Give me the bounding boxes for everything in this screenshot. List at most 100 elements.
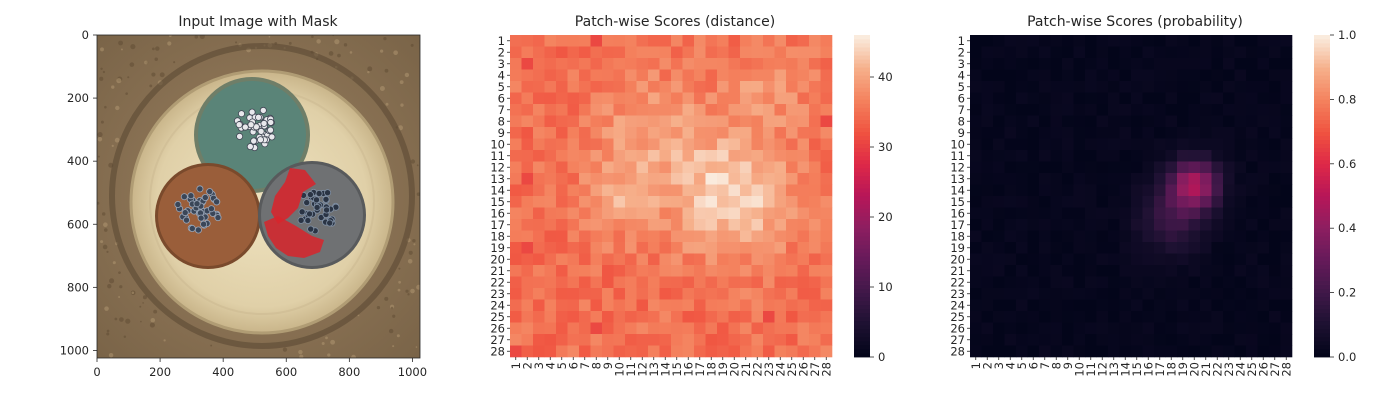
- heatmap-cell: [1234, 196, 1247, 208]
- heatmap-cell: [636, 196, 649, 208]
- colorbar-segment: [1314, 280, 1330, 285]
- heatmap-cell: [797, 288, 810, 300]
- anomaly-mask-lower: [264, 216, 324, 258]
- heatmap-cell: [1119, 184, 1132, 197]
- heatmap-cell: [682, 104, 695, 116]
- row-label: 13: [490, 172, 505, 186]
- heatmap-cell: [1096, 253, 1109, 266]
- heatmap-cell: [1142, 184, 1155, 197]
- heatmap-cell: [659, 46, 672, 59]
- heatmap-cell: [510, 150, 522, 162]
- heatmap-cell: [774, 161, 787, 174]
- heatmap-cell: [1096, 345, 1109, 358]
- heatmap-cell: [533, 253, 545, 266]
- heatmap-cell: [1108, 311, 1120, 323]
- heatmap-cell: [970, 219, 982, 231]
- colorbar-segment: [1314, 63, 1330, 68]
- heatmap-cell: [763, 253, 775, 266]
- heatmap-cell: [993, 115, 1005, 128]
- heatmap-cell: [1269, 115, 1281, 128]
- heatmap-cell: [567, 92, 580, 105]
- row-label: 16: [490, 206, 505, 220]
- heatmap-cell: [1119, 276, 1132, 289]
- heatmap-cell: [648, 207, 660, 220]
- heatmap-cell: [521, 115, 534, 128]
- colorbar-segment: [854, 179, 870, 185]
- col-label: 5: [555, 362, 569, 369]
- heatmap-cell: [1234, 311, 1247, 323]
- heatmap-cell: [728, 35, 741, 47]
- heatmap-cell: [579, 288, 591, 300]
- heatmap-cell: [717, 196, 729, 208]
- colorbar-segment: [854, 123, 870, 128]
- heatmap-cell: [1062, 138, 1074, 151]
- heatmap-cell: [590, 150, 603, 162]
- heatmap-cell: [648, 242, 660, 254]
- heatmap-cell: [1119, 161, 1132, 174]
- heatmap-cell: [521, 173, 534, 185]
- heatmap-cell: [590, 299, 603, 312]
- colorbar-segment: [854, 111, 870, 116]
- heatmap-cell: [1257, 207, 1270, 220]
- heatmap-cell: [740, 288, 752, 300]
- heatmap-cell: [1050, 138, 1063, 151]
- heatmap-cell: [1211, 299, 1224, 312]
- heatmap-cell: [1177, 345, 1189, 358]
- row-label: 3: [958, 57, 965, 71]
- heatmap-cell: [1154, 58, 1166, 70]
- heatmap-distance-col-labels: 1234567891011121314151617181920212223242…: [509, 357, 833, 377]
- heatmap-cell: [613, 173, 626, 185]
- colorbar-segment: [854, 284, 870, 289]
- heatmap-cell: [809, 311, 821, 323]
- heatmap-cell: [1246, 219, 1258, 231]
- heatmap-cell: [648, 299, 660, 312]
- heatmap-cell: [1131, 35, 1143, 47]
- heatmap-cell: [1211, 219, 1224, 231]
- colorbar-segment: [854, 300, 870, 306]
- heatmap-cell: [820, 242, 833, 254]
- heatmap-cell: [1131, 276, 1143, 289]
- heatmap-cell: [1131, 92, 1143, 105]
- heatmap-cell: [1188, 207, 1201, 220]
- heatmap-cell: [1016, 35, 1028, 47]
- heatmap-cell: [774, 345, 787, 358]
- heatmap-cell: [1211, 253, 1224, 266]
- heatmap-cell: [1004, 184, 1017, 197]
- heatmap-cell: [1131, 299, 1143, 312]
- colorbar-segment: [854, 272, 870, 277]
- heatmap-cell: [717, 230, 729, 243]
- heatmap-cell: [1004, 150, 1017, 162]
- colorbar-tick-label: 0.8: [1338, 92, 1356, 106]
- heatmap-cell: [648, 276, 660, 289]
- heatmap-cell: [1177, 265, 1189, 277]
- heatmap-cell: [1027, 230, 1040, 243]
- heatmap-cell: [751, 104, 764, 116]
- heatmap-cell: [625, 265, 637, 277]
- heatmap-cell: [740, 81, 752, 93]
- heatmap-cell: [510, 196, 522, 208]
- heatmap-cell: [717, 69, 729, 82]
- heatmap-cell: [1131, 207, 1143, 220]
- heatmap-cell: [1119, 46, 1132, 59]
- heatmap-cell: [694, 265, 706, 277]
- heatmap-cell: [1269, 46, 1281, 59]
- heatmap-cell: [694, 184, 706, 197]
- heatmap-cell: [1027, 311, 1040, 323]
- heatmap-cell: [1039, 345, 1051, 358]
- heatmap-cell: [544, 219, 557, 231]
- colorbar-segment: [854, 292, 870, 298]
- heatmap-cell: [740, 184, 752, 197]
- heatmap-cell: [751, 242, 764, 254]
- heatmap-cell: [740, 92, 752, 105]
- heatmap-cell: [763, 115, 775, 128]
- heatmap-cell: [1073, 276, 1086, 289]
- heatmap-cell: [636, 115, 649, 128]
- heatmap-cell: [1188, 219, 1201, 231]
- heatmap-cell: [590, 184, 603, 197]
- heatmap-cell: [717, 334, 729, 346]
- colorbar-segment: [854, 248, 870, 253]
- heatmap-cell: [763, 219, 775, 231]
- heatmap-cell: [544, 311, 557, 323]
- heatmap-cell: [1016, 150, 1028, 162]
- colorbar-segment: [854, 159, 870, 165]
